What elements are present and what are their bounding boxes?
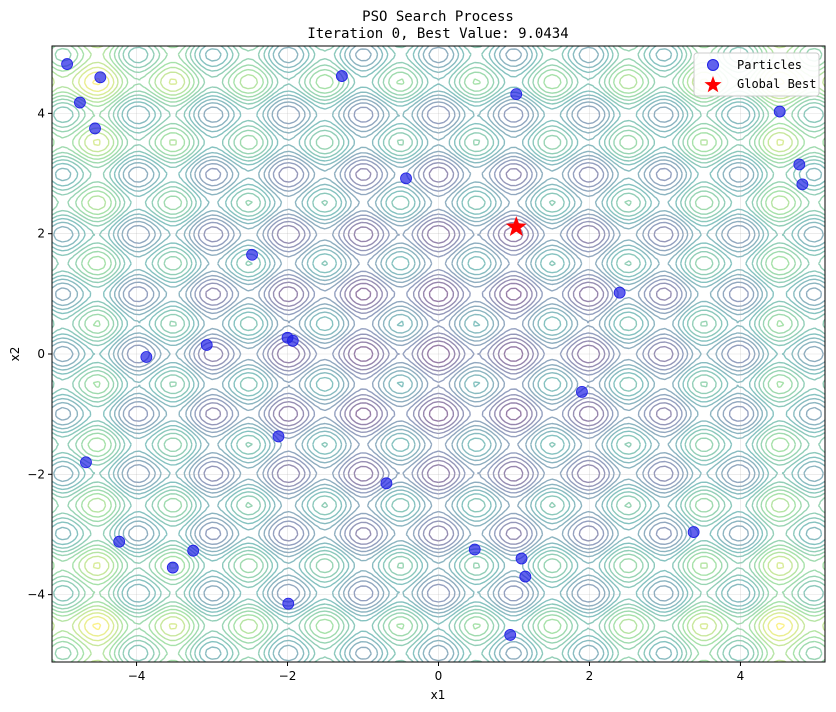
subtitle-mid: , Best Value: [400,26,518,42]
y-tick-label-4: 4 [37,106,45,120]
contour-line-13 [52,46,825,662]
particle-point-9 [796,178,809,191]
particle-point-15 [140,351,153,363]
legend-global-best-label: Global Best [737,77,816,91]
particle-point-23 [468,543,481,556]
contour-line-10 [52,46,825,662]
particle-point-25 [166,561,179,574]
particle-point-7 [400,172,412,185]
contour-line-6 [53,46,824,662]
contour-line-0 [353,286,524,422]
contour-line-11 [52,46,825,662]
y-axis-ticks: −4 −2 0 2 4 [27,106,52,602]
legend-global-best-marker [704,76,722,93]
particle-point-22 [187,544,200,557]
contour-line-4 [126,105,751,603]
particle-point-16 [576,385,588,398]
subtitle-prefix: Iteration [307,26,391,42]
y-axis-label: x2 [8,347,22,362]
particle-point-13 [286,334,299,347]
particle-point-5 [510,88,523,101]
x-tick-label-3: 2 [586,669,594,683]
particle-point-6 [773,105,786,118]
y-tick-label-1: −2 [27,467,45,481]
global-best-star [505,216,527,236]
legend: Particles Global Best [693,52,820,97]
particle-point-2 [74,96,86,109]
x-tick-label-0: −4 [128,669,146,683]
particle-point-8 [793,158,806,171]
chart-subtitle: Iteration 0, Best Value: 9.0434 [307,26,568,42]
x-axis-ticks: −4 −2 0 2 4 [128,662,745,683]
contour-line-2 [203,166,674,542]
y-tick-label-0: −4 [27,588,45,602]
legend-particle-marker [707,59,719,71]
best-value: 9.0434 [518,26,569,42]
particle-point-21 [113,535,126,548]
x-tick-label-4: 4 [737,669,745,683]
grid-layer [52,46,825,662]
x-tick-label-1: −2 [279,669,297,683]
contour-line-8 [52,46,825,662]
contour-line-3 [197,162,680,546]
contour-layer [52,46,825,662]
contour-line-5 [121,101,756,607]
particle-layer [61,58,809,641]
contour-line-17 [78,66,799,642]
particle-point-26 [519,570,532,583]
particle-point-14 [200,339,213,351]
x-tick-label-2: 0 [435,669,443,683]
particle-point-3 [89,122,101,135]
y-tick-label-3: 2 [37,227,45,241]
contour-line-12 [52,46,825,662]
particle-point-4 [335,70,348,82]
particle-point-18 [80,456,92,469]
chart-title: PSO Search Process [362,9,514,25]
particle-point-17 [272,430,285,443]
particle-point-10 [246,248,258,261]
iteration-value: 0 [392,26,400,42]
particle-point-20 [687,526,700,538]
particle-point-28 [504,629,517,641]
particle-point-27 [282,597,295,610]
particle-point-11 [613,286,626,299]
particle-point-19 [380,477,393,490]
particle-point-1 [94,71,107,84]
contour-line-1 [276,224,601,484]
particle-point-0 [61,58,73,70]
x-axis-label: x1 [431,688,446,702]
global-best-layer [505,216,527,236]
particle-point-24 [515,552,528,565]
legend-box [693,52,820,97]
legend-particles-label: Particles [737,58,802,72]
y-tick-label-2: 0 [37,347,45,361]
